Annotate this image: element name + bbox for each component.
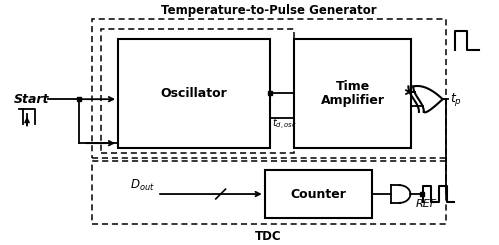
Text: TDC: TDC xyxy=(255,230,282,243)
Text: Amplifier: Amplifier xyxy=(321,94,385,107)
Text: REF: REF xyxy=(415,199,436,209)
Bar xyxy=(101,29,294,153)
Text: Temperature-to-Pulse Generator: Temperature-to-Pulse Generator xyxy=(161,4,376,17)
Bar xyxy=(92,161,446,224)
Bar xyxy=(264,170,372,219)
Bar xyxy=(294,38,411,148)
Text: $t_p$: $t_p$ xyxy=(451,91,463,108)
Text: Counter: Counter xyxy=(290,187,346,200)
Text: Time: Time xyxy=(335,80,370,93)
Text: $t_{d,osc}$: $t_{d,osc}$ xyxy=(271,117,296,132)
Bar xyxy=(118,38,269,148)
Text: $D_{out}$: $D_{out}$ xyxy=(130,178,155,193)
Text: Start: Start xyxy=(13,93,49,106)
Bar xyxy=(92,19,446,158)
Text: Oscillator: Oscillator xyxy=(160,87,227,100)
